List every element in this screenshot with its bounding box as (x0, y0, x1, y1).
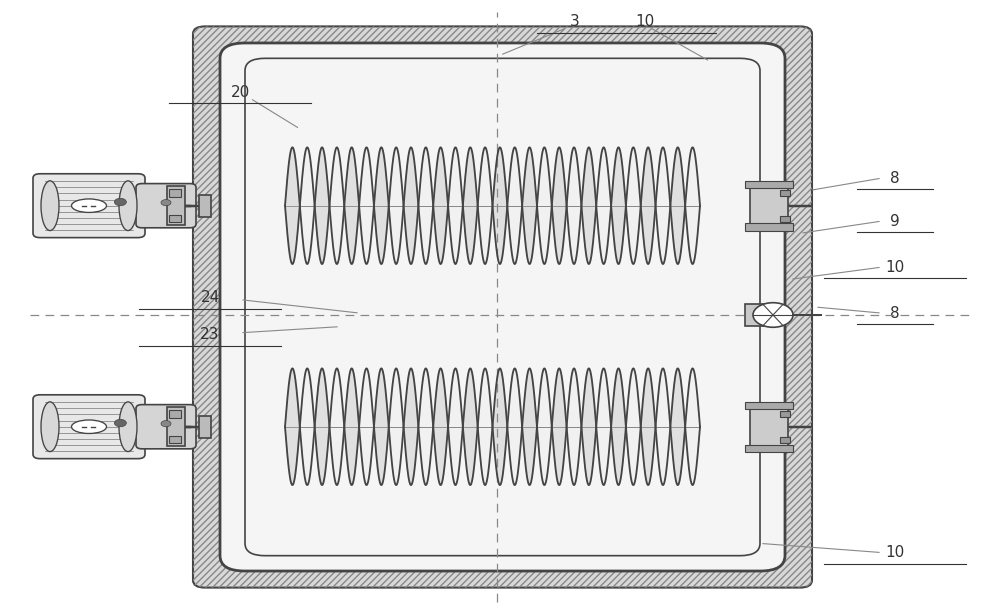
Ellipse shape (119, 181, 137, 230)
Text: 23: 23 (200, 327, 220, 342)
Bar (745, 304, 767, 326)
Text: 10: 10 (885, 260, 905, 274)
Text: 8: 8 (890, 306, 900, 321)
Bar (199, 416, 211, 438)
FancyBboxPatch shape (136, 405, 196, 449)
Text: 10: 10 (635, 14, 655, 29)
Text: 24: 24 (200, 290, 220, 305)
Bar (169, 410, 181, 418)
Circle shape (114, 419, 126, 427)
Ellipse shape (119, 402, 137, 452)
Bar (780, 190, 790, 196)
Ellipse shape (72, 199, 106, 212)
Bar (780, 216, 790, 222)
Text: 20: 20 (230, 85, 250, 99)
Bar (169, 189, 181, 196)
Bar (745, 181, 793, 188)
Ellipse shape (72, 420, 106, 433)
FancyBboxPatch shape (220, 43, 785, 571)
Circle shape (753, 303, 793, 327)
Bar (169, 436, 181, 443)
Text: 3: 3 (570, 14, 580, 29)
Text: 8: 8 (890, 171, 900, 185)
Bar (750, 405, 788, 448)
Circle shape (161, 200, 171, 206)
Bar (745, 445, 793, 452)
Ellipse shape (41, 402, 59, 452)
Text: 10: 10 (885, 545, 905, 560)
Bar (745, 402, 793, 409)
Bar (780, 437, 790, 443)
Circle shape (114, 198, 126, 206)
Bar (199, 195, 211, 217)
FancyBboxPatch shape (33, 174, 145, 238)
Bar (167, 407, 185, 446)
FancyBboxPatch shape (193, 26, 812, 588)
Bar (745, 223, 793, 231)
FancyBboxPatch shape (33, 395, 145, 459)
Bar (750, 184, 788, 227)
Bar (167, 186, 185, 225)
Bar (780, 411, 790, 417)
FancyBboxPatch shape (136, 184, 196, 228)
Bar (169, 215, 181, 222)
Circle shape (161, 421, 171, 427)
Text: 9: 9 (890, 214, 900, 228)
Ellipse shape (41, 181, 59, 230)
